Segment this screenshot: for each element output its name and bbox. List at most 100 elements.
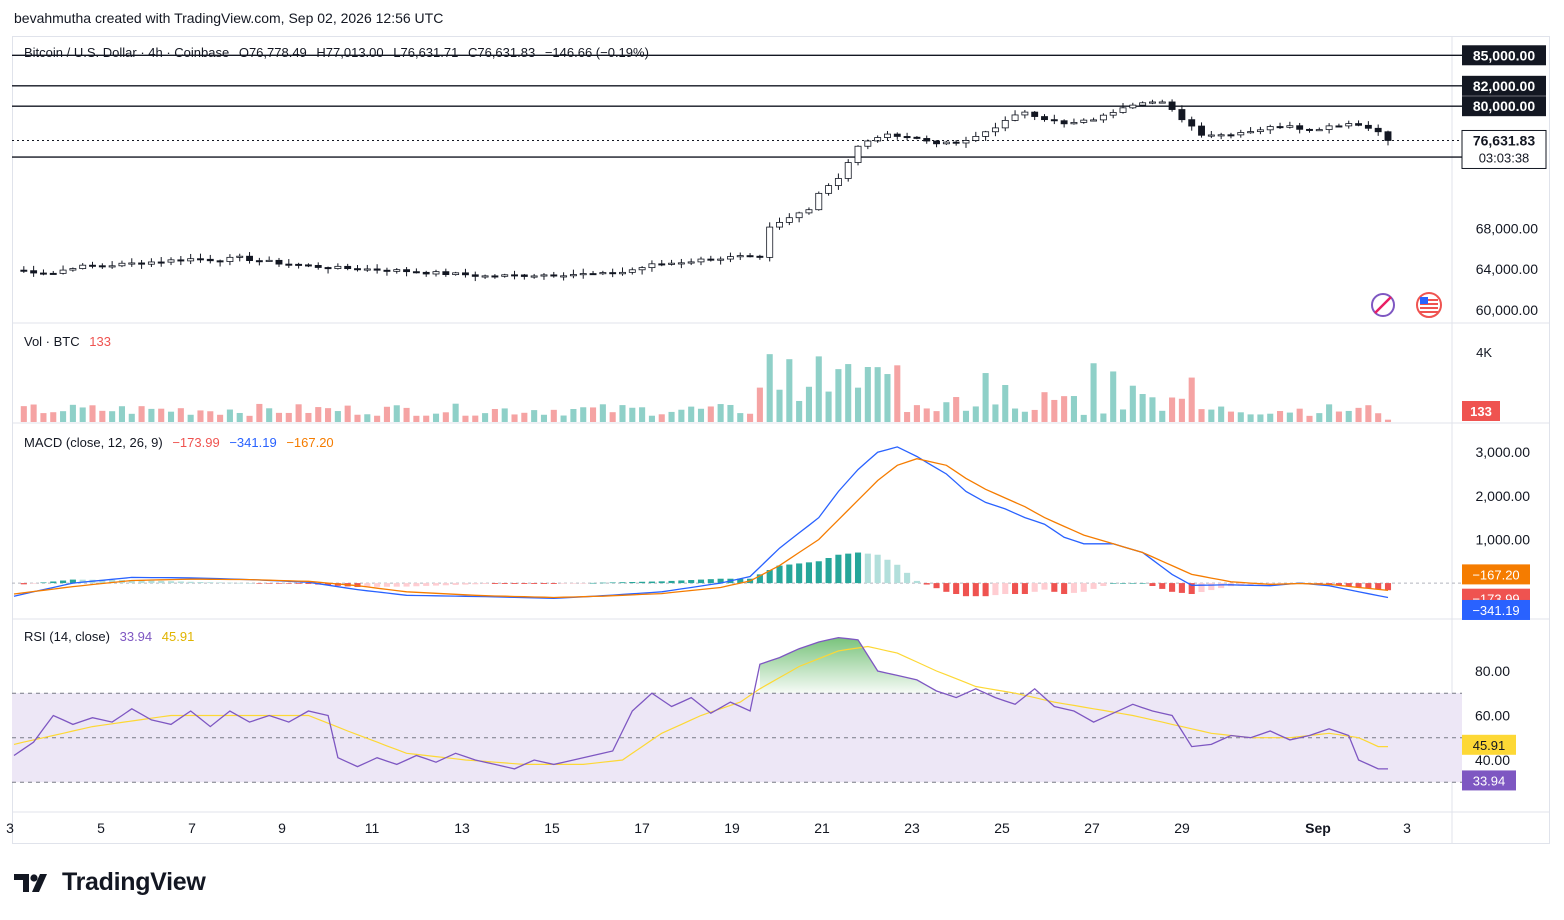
candle-body: [363, 268, 371, 271]
candle: [1139, 101, 1147, 107]
volume-bar: [953, 397, 960, 422]
candle-body: [844, 162, 852, 179]
candle-body: [825, 185, 833, 194]
macd-histogram-bar: [1051, 583, 1058, 592]
macd-histogram-bar: [491, 583, 498, 584]
macd-histogram-bar: [138, 580, 145, 584]
candle: [1178, 105, 1186, 123]
candle: [1266, 124, 1274, 134]
volume-bar: [1247, 414, 1254, 422]
candle-body: [746, 255, 754, 258]
candle-body: [1384, 131, 1392, 141]
macd-histogram-bar: [1345, 583, 1352, 587]
macd-histogram-bar: [884, 559, 891, 584]
candle: [324, 266, 332, 274]
rsi-ma-box: [1462, 734, 1516, 755]
candle: [952, 139, 960, 146]
candle-body: [40, 272, 47, 275]
candle-body: [913, 136, 921, 139]
candle-body: [324, 267, 332, 270]
volume-bar: [501, 408, 508, 422]
macd-histogram-bar: [580, 583, 587, 584]
volume-bar: [403, 407, 410, 422]
candle-body: [982, 131, 990, 137]
candle-body: [304, 264, 312, 267]
macd-histogram-bar: [69, 579, 76, 584]
candle: [982, 130, 990, 141]
candle-body: [314, 265, 322, 268]
us-flag-icon: [1416, 292, 1442, 318]
candle: [687, 258, 695, 266]
macd-histogram-bar: [1178, 583, 1185, 593]
candle: [206, 254, 214, 264]
candle: [1001, 116, 1009, 132]
candle: [589, 270, 597, 276]
candle-body: [344, 265, 352, 270]
volume-bar: [590, 407, 597, 422]
candle: [825, 183, 833, 196]
volume-bar: [177, 408, 184, 422]
candle: [334, 263, 342, 270]
macd-histogram-bar: [1355, 583, 1362, 588]
candle-body: [511, 274, 518, 277]
candle-body: [1031, 111, 1039, 117]
candle-body: [275, 259, 283, 265]
volume-legend: Vol · BTC 133: [24, 334, 117, 349]
macd-histogram-bar: [835, 554, 842, 584]
price-axis-label: 60,000.00: [1476, 302, 1538, 318]
candle: [1168, 99, 1176, 112]
candle: [962, 136, 970, 148]
macd-histogram-bar: [1061, 583, 1068, 594]
close-value: C76,631.83: [467, 45, 536, 60]
macd-histogram-bar: [776, 565, 783, 584]
macd-histogram-bar: [1110, 583, 1117, 584]
candle-body: [1217, 134, 1225, 137]
volume-bar: [854, 387, 862, 422]
volume-bar: [668, 411, 675, 422]
candle-body: [893, 133, 901, 137]
candle: [933, 140, 940, 148]
macd-histogram-bar: [1031, 583, 1038, 592]
candle: [452, 271, 460, 276]
macd-histogram-bar: [1169, 583, 1176, 592]
volume-bar: [756, 387, 763, 422]
candle: [805, 207, 813, 215]
volume-bar: [187, 414, 194, 422]
candle: [511, 270, 518, 280]
volume-value: 133: [89, 334, 111, 349]
candle: [128, 258, 136, 267]
last-price-box: [1461, 129, 1547, 169]
candle: [314, 262, 322, 270]
macd-histogram-bar: [845, 553, 852, 584]
volume-bar: [1208, 409, 1215, 422]
candle-body: [766, 226, 774, 258]
time-axis-label: 29: [1174, 820, 1190, 836]
volume-bar: [599, 404, 606, 422]
volume-bar: [629, 407, 636, 422]
volume-bar: [138, 406, 145, 422]
macd-histogram-bar: [60, 580, 67, 584]
last-price-label: 76,631.83: [1473, 132, 1535, 148]
us-flag-icon-stripe: [1420, 307, 1438, 309]
macd-hist-value: −173.99: [172, 435, 220, 450]
macd-histogram-bar: [953, 583, 960, 594]
macd-histogram-bar: [1384, 583, 1392, 591]
candle: [275, 257, 283, 267]
chart-credit: bevahmutha created with TradingView.com,…: [14, 10, 444, 26]
time-axis-label: 7: [188, 820, 196, 836]
candle: [403, 267, 411, 277]
candle: [98, 263, 106, 269]
candle: [481, 274, 489, 279]
macd-histogram-bar: [1375, 583, 1382, 590]
candle-body: [265, 259, 273, 262]
candle: [157, 257, 165, 267]
price-axis-label: 85,000.00: [1473, 47, 1535, 63]
candle: [619, 267, 626, 276]
volume-bar: [305, 412, 312, 422]
macd-axis-label: 3,000.00: [1476, 444, 1531, 460]
volume-bar: [118, 406, 125, 422]
candle-body: [354, 268, 361, 271]
candle-body: [334, 265, 342, 269]
us-flag-icon-stripe: [1420, 311, 1438, 313]
